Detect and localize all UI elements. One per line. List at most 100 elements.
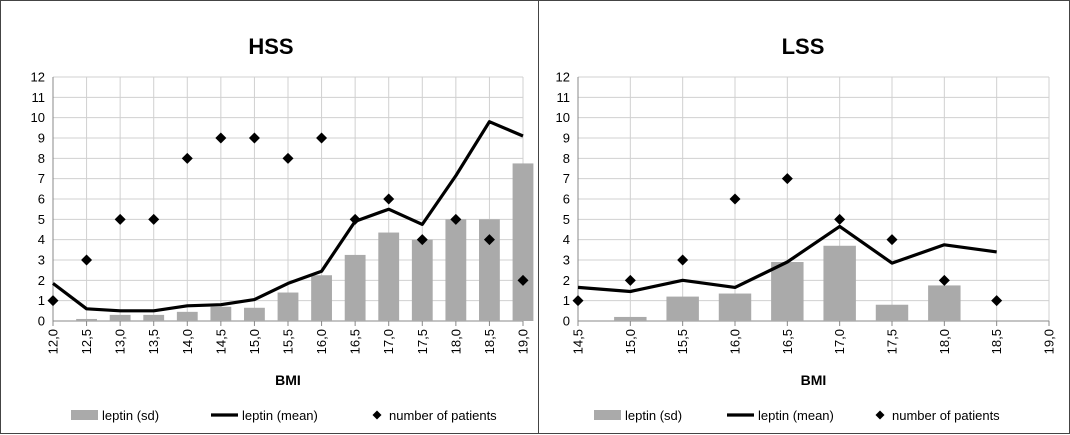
legend-label: leptin (sd) [102,408,159,423]
bar [928,285,961,321]
data-point-patients [450,213,462,225]
x-tick-label: 14,5 [571,329,586,354]
y-tick-label: 4 [38,232,45,247]
x-tick-label: 16,0 [314,329,329,354]
x-tick-label: 18,5 [482,329,497,354]
y-tick-label: 12 [556,70,570,85]
data-point-patients [148,213,160,225]
data-point-patients [282,152,294,164]
data-point-patients [383,193,395,205]
bar [244,307,265,321]
y-tick-label: 5 [563,212,570,227]
data-point-patients [572,295,584,307]
y-tick-label: 5 [38,212,45,227]
y-tick-label: 11 [557,90,571,105]
bar [176,311,198,321]
legend-swatch-bar [71,410,98,420]
data-point-patients [349,213,361,225]
y-tick-label: 7 [563,171,570,186]
y-tick-label: 9 [563,131,570,146]
x-tick-label: 16,5 [780,329,795,354]
data-point-patients [517,274,529,286]
x-tick-label: 19,0 [516,329,531,354]
data-point-patients [47,295,59,307]
data-point-patients [781,173,793,185]
x-tick-label: 14,5 [213,329,228,354]
data-point-patients [729,193,741,205]
y-tick-label: 4 [563,232,570,247]
x-tick-label: 12,0 [46,329,61,354]
legend-label: number of patients [892,408,1000,423]
bar [109,314,131,321]
x-tick-label: 17,5 [415,329,430,354]
x-tick-label: 15,5 [675,329,690,354]
x-tick-label: 18,0 [937,329,952,354]
chart-title: LSS [782,34,825,59]
y-tick-label: 11 [32,90,46,105]
x-tick-label: 18,0 [448,329,463,354]
y-tick-label: 2 [563,273,570,288]
bar [771,262,804,321]
y-tick-label: 3 [38,253,45,268]
y-tick-label: 2 [38,273,45,288]
data-point-patients [483,234,495,246]
y-tick-label: 7 [38,171,45,186]
series-line-leptin-mean [577,224,997,294]
data-point-patients [991,295,1003,307]
legend-swatch-marker [875,410,885,420]
data-point-patients [624,274,636,286]
bar [512,163,534,321]
x-tick-label: 14,0 [180,329,195,354]
chart-title: HSS [248,34,293,59]
x-tick-label: 13,0 [113,329,128,354]
y-tick-label: 1 [563,293,570,308]
bar [311,275,332,321]
y-tick-label: 3 [563,253,570,268]
y-tick-label: 10 [31,110,45,125]
bar [718,293,752,321]
x-tick-label: 13,5 [146,329,161,354]
bar [666,296,699,321]
x-tick-label: 15,5 [281,329,296,354]
x-tick-label: 12,5 [79,329,94,354]
y-tick-label: 1 [38,293,45,308]
bar [143,314,165,321]
y-tick-label: 8 [38,151,45,166]
x-tick-label: 16,5 [348,329,363,354]
x-tick-label: 16,0 [728,329,743,354]
legend-swatch-marker [372,410,382,420]
legend-label: leptin (sd) [625,408,682,423]
data-point-patients [81,254,93,266]
bar [875,304,909,321]
y-tick-label: 8 [563,151,570,166]
bar [411,239,433,321]
y-tick-label: 0 [563,314,570,329]
bar [210,306,232,321]
x-tick-label: 17,0 [832,329,847,354]
data-point-patients [215,132,227,144]
bar [344,254,366,321]
bar [823,245,856,321]
x-tick-label: 18,5 [989,329,1004,354]
x-tick-label: 17,5 [885,329,900,354]
y-tick-label: 6 [38,192,45,207]
legend-label: number of patients [389,408,497,423]
chart-panel-lss: LSS 0 1 2 3 4 5 6 7 8 9 10 11 12 14,5 15,0 15,5 16,0 16,5 1… [539,0,1070,434]
data-point-patients [938,274,950,286]
data-point-patients [416,234,428,246]
x-tick-label: 17,0 [381,329,396,354]
bar [277,292,299,321]
x-axis-label: BMI [275,372,301,388]
legend-label: leptin (mean) [242,408,318,423]
bar [445,219,467,321]
legend-label: leptin (mean) [758,408,834,423]
x-tick-label: 19,0 [1042,329,1057,354]
data-point-patients [886,234,898,246]
data-point-patients [248,132,260,144]
data-point-patients [316,132,328,144]
y-tick-label: 9 [38,131,45,146]
bar [479,219,500,321]
y-tick-label: 12 [31,70,45,85]
